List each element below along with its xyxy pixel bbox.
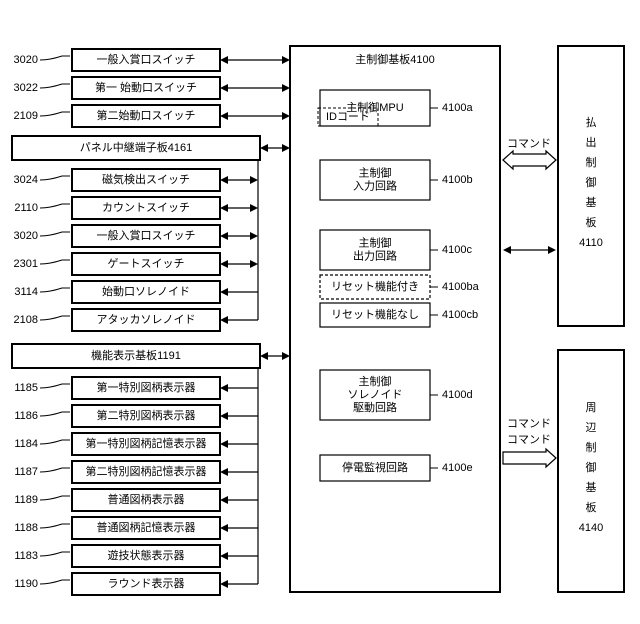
ref-label: 1187 bbox=[14, 466, 38, 478]
inner-ref: 4100e bbox=[442, 462, 473, 474]
left-box-label: 第一 始動口スイッチ bbox=[95, 80, 197, 94]
left-box-label: カウントスイッチ bbox=[102, 201, 190, 214]
right-board-char: 周 bbox=[586, 401, 597, 414]
inner-ref: 4100d bbox=[442, 389, 473, 401]
ref-label: 1183 bbox=[14, 550, 38, 562]
left-box-label: 遊技状態表示器 bbox=[108, 548, 185, 562]
inner-ref: 4100b bbox=[442, 174, 473, 186]
ref-label: 3020 bbox=[14, 230, 38, 242]
ref-label: 1184 bbox=[14, 438, 38, 450]
inner-ref: 4100c bbox=[442, 244, 472, 256]
left-box-label: 普通図柄記憶表示器 bbox=[97, 520, 196, 534]
main-inner-label: リセット機能付き bbox=[331, 279, 419, 293]
right-board-char: 払 bbox=[586, 115, 597, 129]
right-board-char: 制 bbox=[586, 156, 597, 169]
main-inner-label: 停電監視回路 bbox=[342, 460, 408, 474]
right-board-ref: 4110 bbox=[579, 237, 603, 249]
left-box-label: 一般入賞口スイッチ bbox=[97, 229, 196, 242]
main-inner-label: 駆動回路 bbox=[353, 400, 397, 414]
main-inner-label: 出力回路 bbox=[353, 249, 397, 263]
ref-label: 3024 bbox=[14, 174, 38, 186]
func-board-label: 機能表示基板1191 bbox=[91, 348, 181, 362]
idcode-label: IDコード bbox=[326, 111, 370, 123]
inner-ref: 4100a bbox=[442, 102, 473, 114]
left-box-label: 始動口ソレノイド bbox=[102, 284, 190, 298]
command-label: コマンド bbox=[507, 418, 551, 430]
ref-label: 2110 bbox=[14, 202, 38, 214]
ref-label: 1188 bbox=[14, 522, 38, 534]
left-box-label: 一般入賞口スイッチ bbox=[97, 53, 196, 66]
left-box-label: 第一特別図柄記憶表示器 bbox=[86, 436, 207, 450]
right-board-char: 辺 bbox=[586, 421, 597, 434]
main-inner-label: 主制御 bbox=[359, 236, 392, 250]
left-box-label: 第二始動口スイッチ bbox=[97, 108, 196, 122]
main-inner-label: 主制御 bbox=[359, 166, 392, 180]
main-inner-label: 主制御 bbox=[359, 374, 392, 388]
relay-board-label: パネル中継端子板4161 bbox=[80, 140, 192, 154]
left-box-label: ゲートスイッチ bbox=[108, 257, 185, 270]
ref-label: 2301 bbox=[14, 258, 38, 270]
right-board-char: 基 bbox=[586, 196, 597, 209]
left-box-label: ラウンド表示器 bbox=[108, 576, 185, 590]
ref-label: 1190 bbox=[14, 578, 38, 590]
main-inner-label: ソレノイド bbox=[348, 389, 403, 401]
left-box-label: 第二特別図柄表示器 bbox=[97, 408, 196, 422]
main-inner-label: 入力回路 bbox=[353, 180, 397, 193]
command-label-2: コマンド bbox=[507, 434, 551, 446]
ref-label: 1186 bbox=[14, 410, 38, 422]
left-box-label: 第二特別図柄記憶表示器 bbox=[86, 464, 207, 478]
left-box-label: アタッカソレノイド bbox=[97, 313, 196, 326]
left-box-label: 普通図柄表示器 bbox=[108, 492, 185, 506]
ref-label: 3020 bbox=[14, 54, 38, 66]
right-board-char: 出 bbox=[586, 135, 597, 149]
right-board-ref: 4140 bbox=[579, 522, 603, 534]
ref-label: 2108 bbox=[14, 314, 38, 326]
right-board-char: 御 bbox=[586, 460, 597, 474]
inner-ref: 4100cb bbox=[442, 309, 478, 321]
inner-ref: 4100ba bbox=[442, 281, 480, 293]
ref-label: 1189 bbox=[14, 494, 38, 506]
main-board-title: 主制御基板4100 bbox=[355, 52, 434, 66]
ref-label: 3022 bbox=[14, 82, 38, 94]
right-board-char: 基 bbox=[586, 481, 597, 494]
command-label: コマンド bbox=[507, 138, 551, 150]
right-board-char: 制 bbox=[586, 441, 597, 454]
left-box-label: 第一特別図柄表示器 bbox=[97, 380, 196, 394]
ref-label: 3114 bbox=[14, 286, 38, 298]
ref-label: 2109 bbox=[14, 110, 38, 122]
main-inner-label: リセット機能なし bbox=[331, 307, 419, 321]
ref-label: 1185 bbox=[14, 382, 38, 394]
left-box-label: 磁気検出スイッチ bbox=[102, 172, 190, 186]
right-board-char: 板 bbox=[586, 215, 597, 229]
right-board-char: 板 bbox=[586, 500, 597, 514]
right-board-char: 御 bbox=[586, 175, 597, 189]
